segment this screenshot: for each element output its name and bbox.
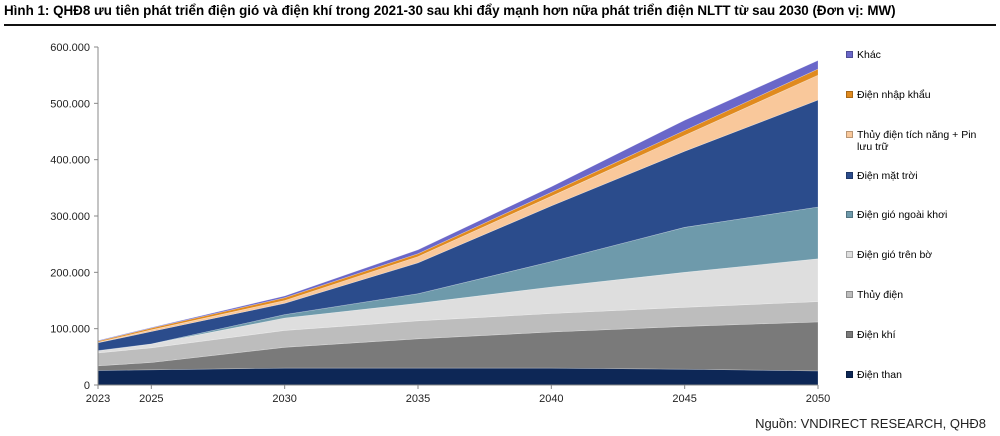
legend-swatch-7: [846, 91, 853, 98]
legend-item-1: Điện khí: [846, 329, 992, 341]
legend-label-1: Điện khí: [857, 329, 896, 341]
y-tick-label-1: 100.000: [50, 324, 90, 336]
area-series-0: [97, 367, 819, 386]
legend-item-7: Điện nhập khẩu: [846, 89, 992, 101]
area-series-2: [97, 301, 819, 367]
title-underline: [4, 24, 996, 26]
legend-swatch-4: [846, 211, 853, 218]
legend-swatch-8: [846, 51, 853, 58]
legend-label-0: Điện than: [857, 369, 902, 381]
x-tick-label-4: 2040: [539, 393, 563, 405]
legend-swatch-6: [846, 131, 853, 138]
legend-swatch-3: [846, 251, 853, 258]
legend-label-4: Điện gió ngoài khơi: [857, 209, 948, 221]
legend-item-8: Khác: [846, 49, 992, 61]
area-series-8: [97, 60, 819, 342]
x-tick-label-3: 2035: [406, 393, 430, 405]
legend-swatch-5: [846, 172, 853, 179]
y-tick-label-6: 600.000: [50, 42, 90, 54]
stacked-area-chart: 0 100.000 200.000 300.000 400.000 500.000 600.…: [50, 42, 830, 405]
legend-label-6: Thủy điện tích năng + Pin lưu trữ: [857, 129, 977, 153]
legend-item-2: Thủy điện: [846, 289, 992, 301]
x-tick-label-5: 2045: [672, 393, 696, 405]
legend-label-7: Điện nhập khẩu: [857, 89, 931, 101]
x-tick-label-1: 2025: [139, 393, 163, 405]
legend-item-5: Điện mặt trời: [846, 170, 992, 182]
x-tick-label-0: 2023: [86, 393, 110, 405]
x-tick-label-6: 2050: [806, 393, 830, 405]
source-note: Nguồn: VNDIRECT RESEARCH, QHĐ8: [755, 416, 986, 431]
legend-label-2: Thủy điện: [857, 289, 904, 301]
legend-label-5: Điện mặt trời: [857, 170, 918, 182]
y-tick-label-0: 0: [84, 380, 90, 392]
legend-label-3: Điện gió trên bờ: [857, 249, 933, 261]
legend-swatch-0: [846, 371, 853, 378]
y-tick-label-5: 500.000: [50, 98, 90, 110]
legend-item-4: Điện gió ngoài khơi: [846, 209, 992, 221]
area-series-3: [97, 258, 819, 354]
legend-swatch-2: [846, 291, 853, 298]
x-tick-label-2: 2030: [272, 393, 296, 405]
chart-title: Hình 1: QHĐ8 ưu tiên phát triển điện gió…: [4, 3, 896, 18]
legend-label-8: Khác: [857, 49, 881, 61]
area-series-1: [97, 321, 819, 372]
legend-item-6: Thủy điện tích năng + Pin lưu trữ: [846, 129, 992, 153]
legend-item-0: Điện than: [846, 369, 992, 381]
legend-swatch-1: [846, 331, 853, 338]
y-tick-label-3: 300.000: [50, 211, 90, 223]
y-tick-label-2: 200.000: [50, 267, 90, 279]
y-tick-label-4: 400.000: [50, 155, 90, 167]
legend-item-3: Điện gió trên bờ: [846, 249, 992, 261]
